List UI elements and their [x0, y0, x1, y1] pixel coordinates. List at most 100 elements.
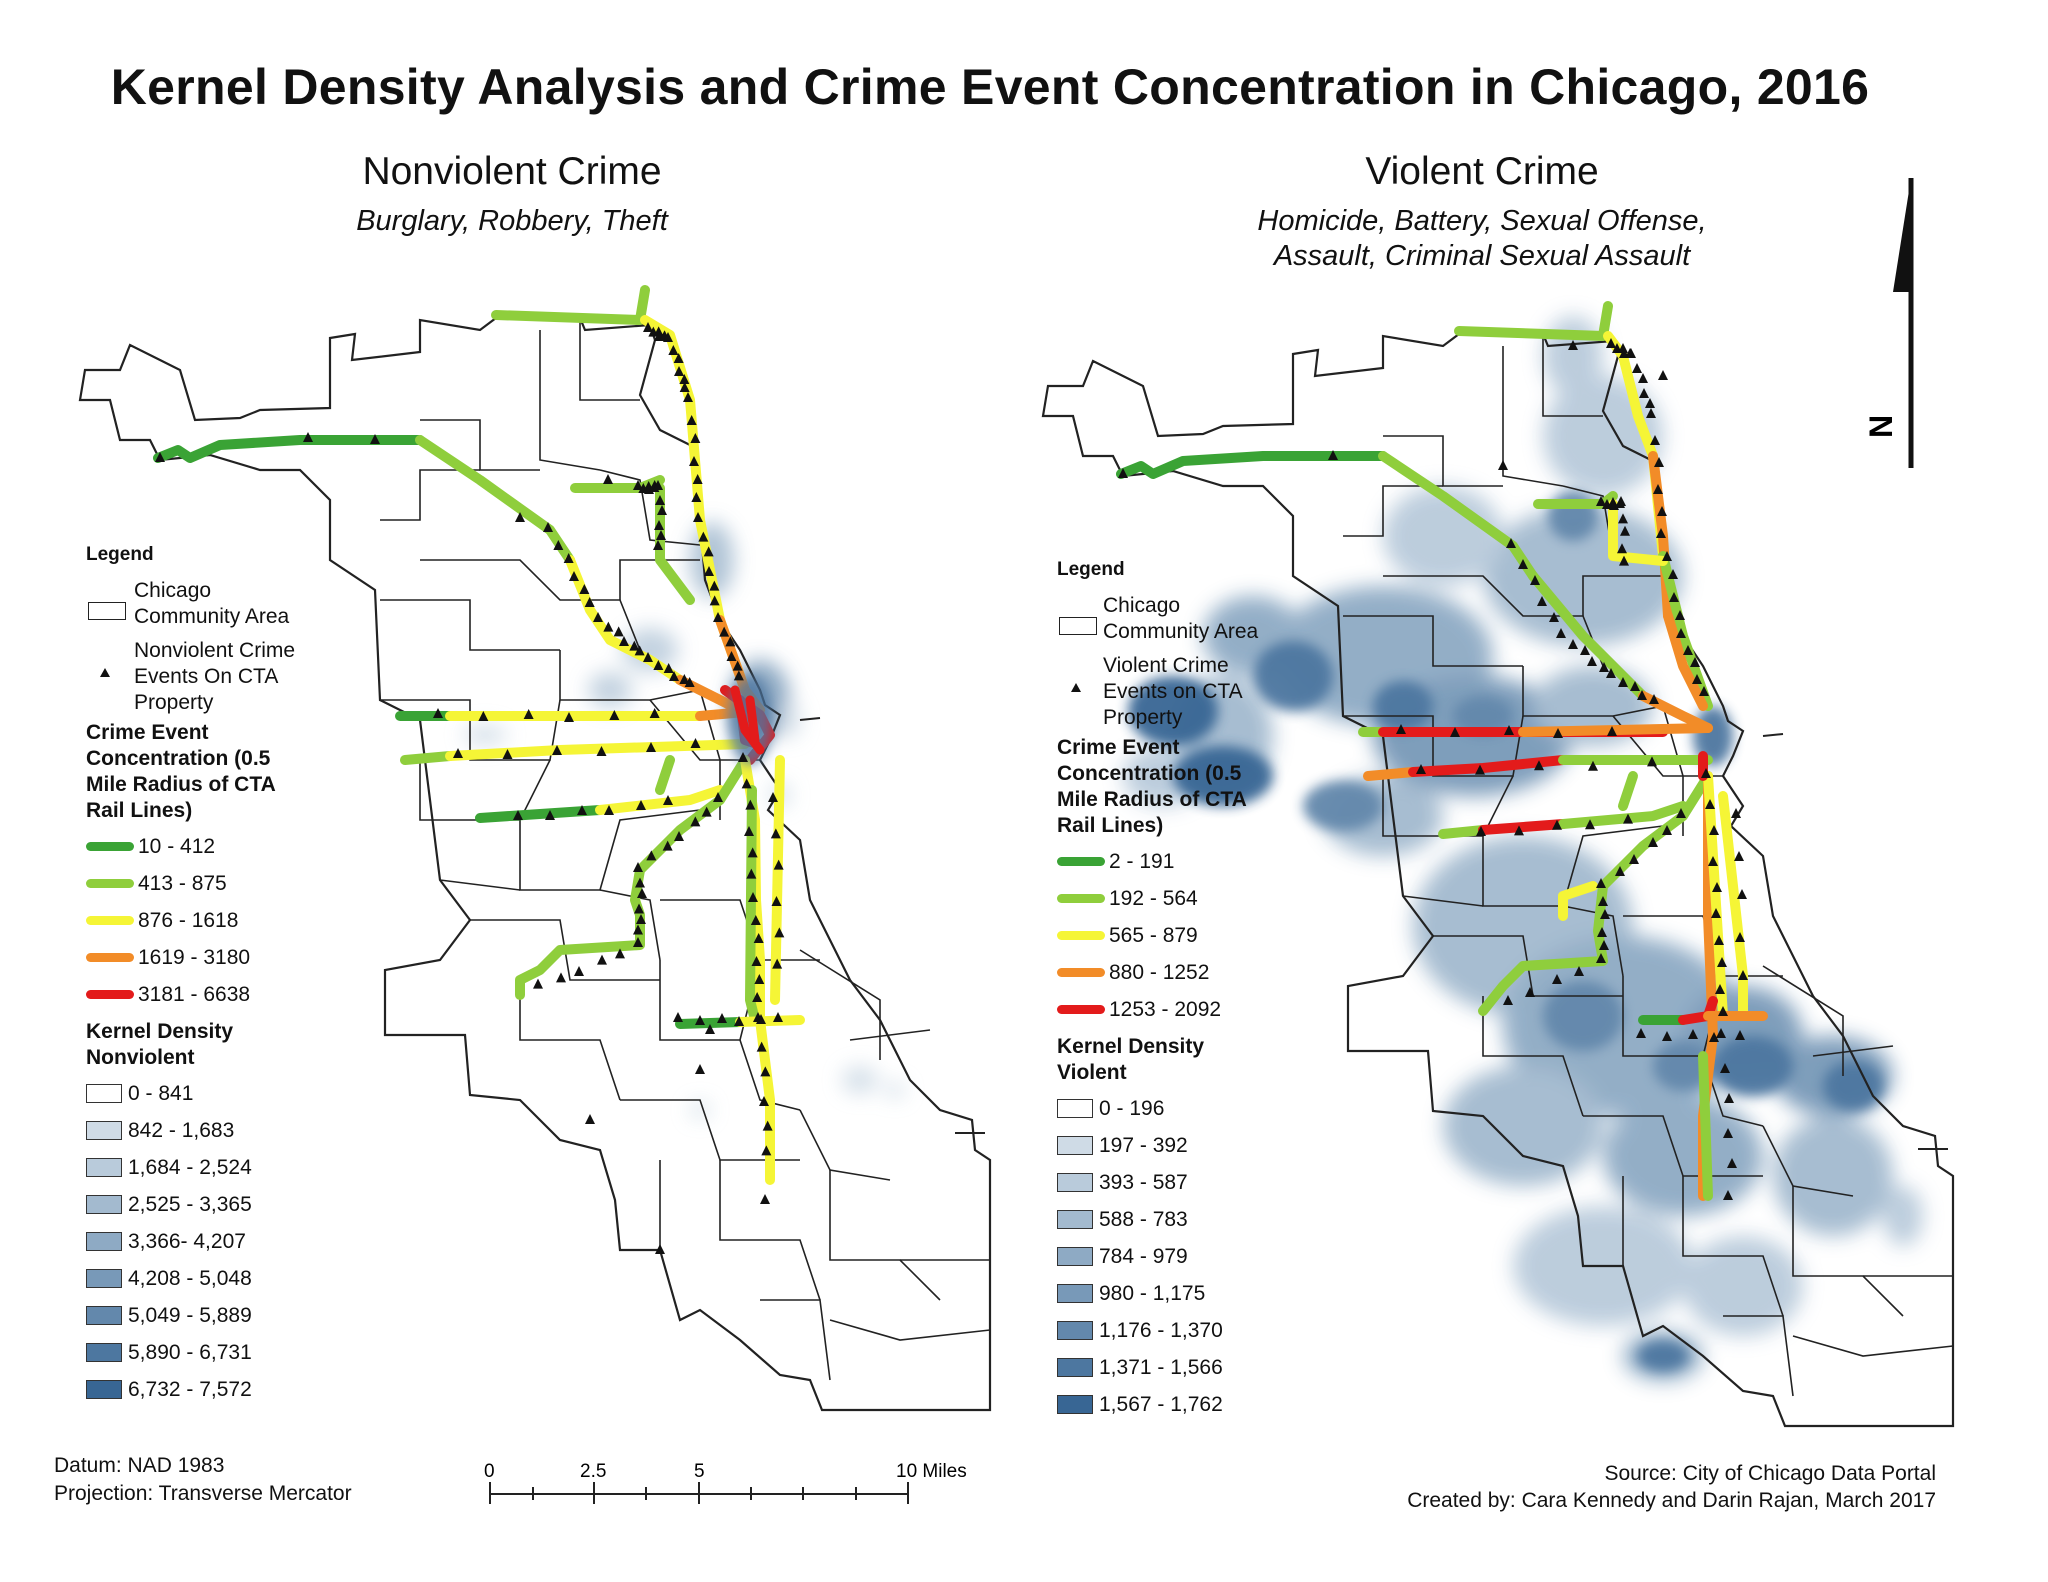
concentration-title: Crime Event Concentration (0.5 Mile Radi…	[86, 721, 275, 822]
event-marker	[693, 512, 703, 522]
event-marker	[701, 806, 712, 817]
event-marker	[717, 1013, 727, 1023]
event-marker	[1596, 953, 1606, 963]
event-marker	[1662, 1031, 1672, 1041]
event-marker	[1618, 677, 1628, 687]
event-marker	[761, 1145, 772, 1156]
event-marker	[1632, 363, 1642, 373]
event-marker	[1328, 450, 1338, 460]
event-marker	[1716, 1028, 1726, 1038]
event-marker	[1701, 768, 1711, 778]
event-marker	[1552, 974, 1562, 984]
community-area-swatch	[88, 602, 126, 620]
event-triangle-icon	[100, 668, 110, 677]
event-marker	[577, 805, 587, 815]
event-marker	[1549, 612, 1559, 622]
event-marker	[545, 810, 555, 820]
class-label: 565 - 879	[1109, 923, 1198, 947]
event-marker	[752, 992, 763, 1002]
event-marker	[1662, 825, 1672, 835]
class-label: 1619 - 3180	[138, 945, 251, 969]
event-marker	[674, 831, 684, 841]
event-marker	[663, 663, 674, 673]
event-marker	[1647, 756, 1657, 767]
event-marker	[1475, 764, 1485, 775]
class-label: 5,890 - 6,731	[128, 1340, 252, 1364]
event-marker	[733, 670, 744, 681]
density-class: 842 - 1,683	[86, 1112, 316, 1149]
density-class: 0 - 841	[86, 1075, 316, 1112]
density-class: 980 - 1,175	[1057, 1275, 1287, 1312]
event-marker	[668, 345, 679, 355]
class-label: 413 - 875	[138, 871, 227, 895]
event-marker	[1714, 935, 1724, 945]
violent-legend: Legend Chicago Community Area Violent Cr…	[1057, 559, 1287, 1423]
class-label: 980 - 1,175	[1099, 1281, 1206, 1305]
event-marker	[643, 652, 653, 662]
event-marker	[579, 584, 590, 594]
event-marker	[637, 888, 647, 898]
event-marker	[1530, 575, 1540, 585]
event-marker	[593, 612, 603, 622]
datum-text: Datum: NAD 1983	[54, 1454, 225, 1477]
concentration-classes: 10 - 412 413 - 875 876 - 1618 1619 - 3180 31…	[86, 828, 316, 1013]
north-label: N	[1863, 415, 1899, 438]
concentration-class: 192 - 564	[1057, 880, 1287, 917]
source-text: Source: City of Chicago Data Portal	[1604, 1462, 1937, 1485]
event-marker	[523, 709, 534, 719]
nonviolent-map-subtitle: Burglary, Robbery, Theft	[356, 205, 668, 237]
event-marker	[634, 903, 644, 914]
event-marker	[1630, 681, 1640, 691]
class-label: 1,684 - 2,524	[128, 1155, 252, 1179]
nonviolent-map-title: Nonviolent Crime	[362, 150, 662, 193]
event-marker	[690, 433, 701, 443]
event-marker	[1537, 596, 1547, 606]
event-marker	[762, 1120, 773, 1131]
event-marker	[653, 540, 663, 550]
event-marker	[502, 749, 513, 759]
event-marker	[1662, 551, 1672, 561]
event-marker	[1553, 728, 1563, 738]
density-class: 0 - 196	[1057, 1090, 1287, 1127]
density-title: Kernel Density Violent	[1057, 1035, 1205, 1084]
event-marker	[1638, 373, 1648, 383]
event-marker	[1709, 825, 1719, 835]
event-marker	[1552, 819, 1562, 830]
event-marker	[1629, 854, 1639, 864]
event-marker	[603, 621, 614, 632]
class-label: 2 - 191	[1109, 849, 1175, 873]
event-marker	[604, 805, 614, 815]
event-marker	[636, 914, 646, 924]
event-marker	[683, 392, 693, 402]
event-marker	[655, 1244, 665, 1254]
events-label: Nonviolent Crime Events On CTA Property	[134, 639, 296, 714]
event-marker	[669, 671, 679, 681]
event-marker	[1639, 388, 1649, 398]
concentration-title: Crime Event Concentration (0.5 Mile Radi…	[1057, 736, 1246, 837]
event-marker	[603, 474, 613, 484]
event-marker	[1738, 970, 1748, 980]
event-marker	[684, 677, 695, 687]
event-marker	[686, 415, 697, 425]
event-marker	[1708, 856, 1718, 866]
event-marker	[654, 520, 664, 530]
event-marker	[1606, 338, 1616, 348]
class-label: 1,567 - 1,762	[1099, 1392, 1223, 1416]
event-marker	[1676, 628, 1686, 638]
event-marker	[1656, 528, 1666, 538]
event-marker	[1718, 1006, 1728, 1016]
density-classes: 0 - 196 197 - 392 393 - 587 588 - 783 784 - …	[1057, 1090, 1287, 1423]
concentration-class: 1253 - 2092	[1057, 991, 1287, 1028]
event-marker	[741, 778, 752, 789]
line-swatch	[1057, 894, 1105, 903]
event-marker	[1619, 555, 1629, 566]
event-marker	[1498, 460, 1508, 470]
scale-bar	[489, 1482, 909, 1504]
event-marker	[1727, 1158, 1737, 1168]
event-marker	[744, 826, 754, 836]
event-marker	[636, 800, 646, 810]
event-marker	[768, 792, 778, 802]
event-marker	[732, 660, 743, 671]
event-marker	[1476, 826, 1486, 836]
